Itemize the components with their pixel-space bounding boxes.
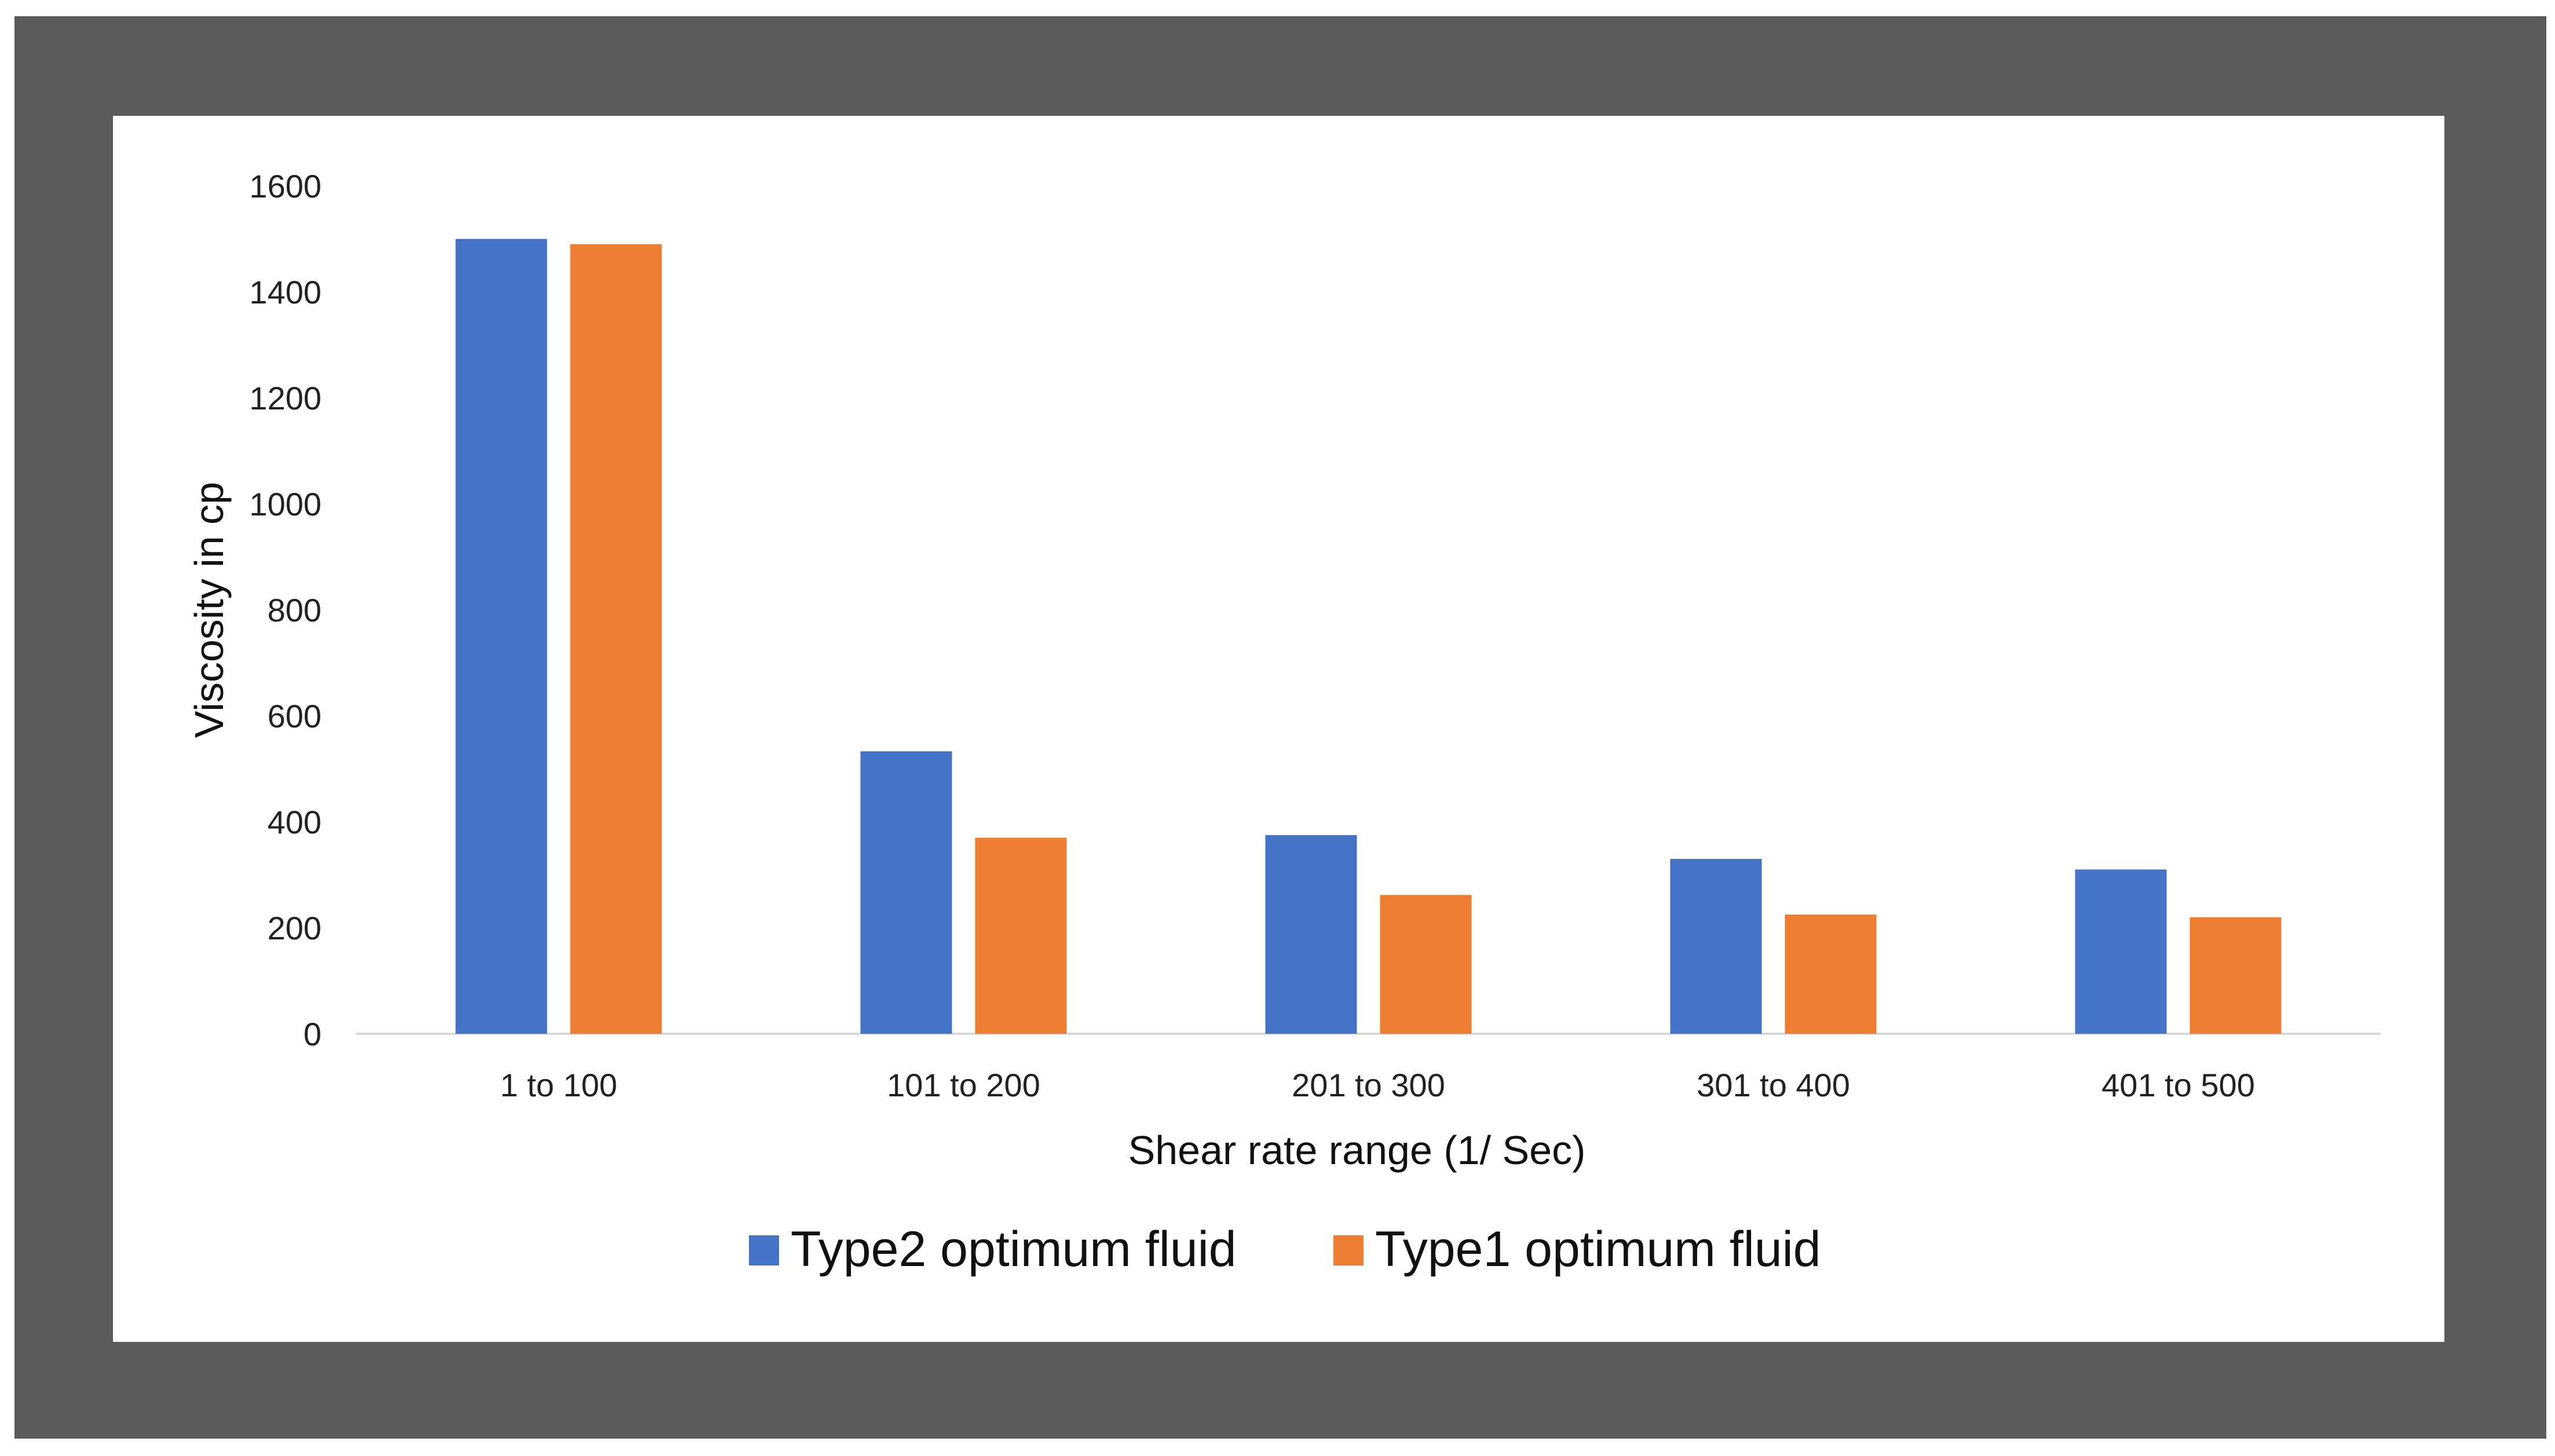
bars-group — [455, 239, 2282, 1034]
bar-type2 — [2075, 869, 2167, 1034]
y-tick-label: 200 — [268, 910, 321, 946]
y-tick-label: 600 — [268, 698, 321, 734]
bar-type2 — [860, 751, 952, 1034]
y-tick-label: 1600 — [249, 168, 321, 204]
x-tick-label: 201 to 300 — [1292, 1067, 1445, 1103]
y-tick-label: 400 — [268, 804, 321, 840]
legend-label-type2: Type2 optimum fluid — [791, 1221, 1237, 1277]
legend-swatch-type2 — [749, 1235, 779, 1265]
bar-type2 — [455, 239, 547, 1034]
x-tick-label: 401 to 500 — [2101, 1067, 2255, 1103]
x-tick-label: 101 to 200 — [887, 1067, 1040, 1103]
bar-type1 — [570, 244, 662, 1034]
y-axis-title: Viscosity in cp — [187, 482, 232, 738]
bar-type1 — [975, 837, 1067, 1034]
bar-type1 — [1380, 895, 1472, 1034]
y-tick-label: 1400 — [249, 274, 321, 310]
y-tick-label: 800 — [268, 592, 321, 628]
chart-panel: 0 200 400 600 800 1000 1200 1400 1600 1 to 100 10… — [113, 116, 2444, 1342]
y-tick-label: 1200 — [249, 380, 321, 416]
legend-label-type1: Type1 optimum fluid — [1375, 1221, 1821, 1277]
bar-type2 — [1265, 835, 1357, 1034]
bar-type2 — [1670, 859, 1762, 1034]
x-axis-title: Shear rate range (1/ Sec) — [1128, 1128, 1586, 1173]
y-tick-label: 1000 — [249, 486, 321, 522]
y-tick-label: 0 — [304, 1016, 321, 1052]
x-axis-ticks: 1 to 100 101 to 200 201 to 300 301 to 400 40… — [500, 1067, 2255, 1103]
bar-chart: 0 200 400 600 800 1000 1200 1400 1600 1 to 100 10… — [187, 168, 2381, 1277]
y-axis-ticks: 0 200 400 600 800 1000 1200 1400 1600 — [249, 168, 321, 1052]
bar-type1 — [1785, 914, 1877, 1034]
legend-swatch-type1 — [1333, 1235, 1364, 1265]
bar-type1 — [2190, 917, 2282, 1034]
x-tick-label: 1 to 100 — [500, 1067, 617, 1103]
x-tick-label: 301 to 400 — [1697, 1067, 1850, 1103]
legend: Type2 optimum fluid Type1 optimum fluid — [749, 1221, 1821, 1277]
